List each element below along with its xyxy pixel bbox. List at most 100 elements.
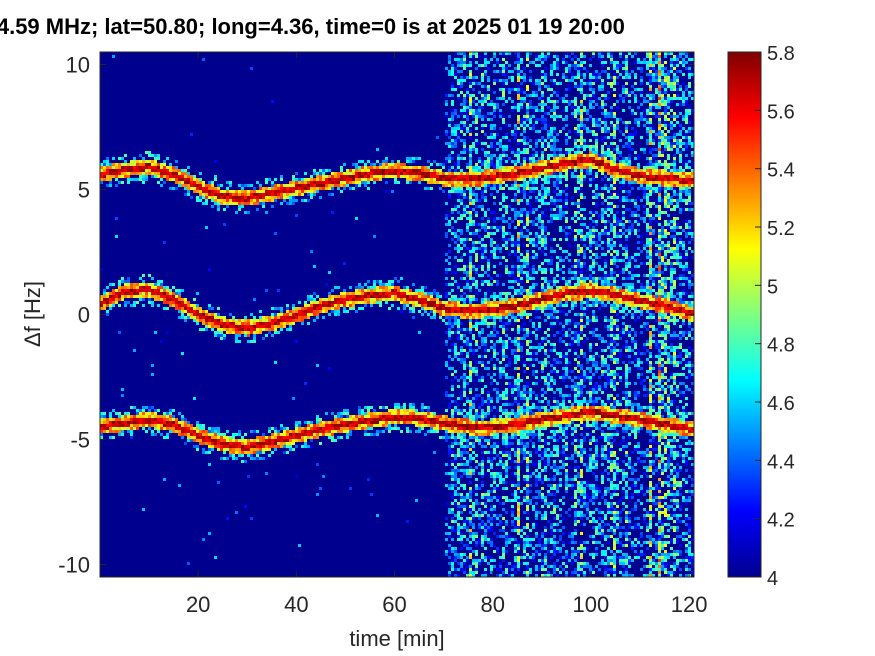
heatmap-cell (487, 541, 490, 544)
heatmap-cell (322, 181, 325, 184)
heatmap-cell (508, 304, 511, 307)
heatmap-cell (289, 319, 292, 322)
heatmap-cell (193, 433, 196, 436)
heatmap-cell (106, 295, 109, 298)
heatmap-cell (106, 304, 109, 307)
heatmap-cell (505, 496, 508, 499)
heatmap-cell (436, 169, 439, 172)
heatmap-cell (328, 193, 331, 196)
heatmap-cell (451, 331, 454, 334)
heatmap-cell (226, 442, 229, 445)
heatmap-cell (448, 349, 451, 352)
heatmap-cell (295, 178, 298, 181)
heatmap-cell (163, 166, 166, 169)
heatmap-cell (463, 328, 466, 331)
heatmap-cell (220, 199, 223, 202)
heatmap-cell (484, 568, 487, 571)
heatmap-cell (235, 190, 238, 193)
heatmap-cell (451, 271, 454, 274)
heatmap-cell (481, 475, 484, 478)
heatmap-cell (313, 430, 316, 433)
heatmap-cell (493, 226, 496, 229)
heatmap-cell (472, 283, 475, 286)
heatmap-cell (520, 316, 523, 319)
heatmap-cell (409, 418, 412, 421)
heatmap-cell (505, 340, 508, 343)
heatmap-cell (514, 265, 517, 268)
heatmap-cell (502, 304, 505, 307)
heatmap-cell (448, 550, 451, 553)
heatmap-cell (319, 430, 322, 433)
heatmap-cell (211, 442, 214, 445)
heatmap-cell (451, 238, 454, 241)
heatmap-cell (178, 175, 181, 178)
heatmap-cell (334, 172, 337, 175)
heatmap-cell (205, 436, 208, 439)
heatmap-cell (196, 433, 199, 436)
heatmap-cell (445, 142, 448, 145)
heatmap-cell (346, 301, 349, 304)
heatmap-cell (472, 265, 475, 268)
heatmap-cell (502, 403, 505, 406)
heatmap-cell (463, 367, 466, 370)
heatmap-cell (166, 433, 169, 436)
heatmap-cell (460, 451, 463, 454)
heatmap-cell (517, 529, 520, 532)
heatmap-cell (463, 190, 466, 193)
heatmap-cell (475, 430, 478, 433)
heatmap-cell (514, 421, 517, 424)
heatmap-cell (457, 250, 460, 253)
heatmap-cell (475, 343, 478, 346)
heatmap-cell (514, 301, 517, 304)
heatmap-cell (523, 142, 526, 145)
heatmap-cell (139, 277, 142, 280)
heatmap-cell (313, 436, 316, 439)
heatmap-cell (295, 445, 298, 448)
heatmap-cell (469, 61, 472, 64)
heatmap-cell (460, 352, 463, 355)
heatmap-cell (472, 190, 475, 193)
heatmap-cell (286, 316, 289, 319)
heatmap-cell (478, 184, 481, 187)
heatmap-cell (487, 361, 490, 364)
heatmap-cell (226, 181, 229, 184)
heatmap-cell (493, 169, 496, 172)
heatmap-cell (388, 430, 391, 433)
heatmap-cell (199, 187, 202, 190)
heatmap-cell (367, 418, 370, 421)
heatmap-cell (151, 373, 154, 376)
heatmap-cell (421, 295, 424, 298)
heatmap-cell (490, 505, 493, 508)
heatmap-cell (517, 490, 520, 493)
heatmap-cell (136, 418, 139, 421)
heatmap-cell (460, 445, 463, 448)
heatmap-cell (334, 301, 337, 304)
heatmap-cell (472, 193, 475, 196)
heatmap-cell (469, 568, 472, 571)
heatmap-cell (382, 172, 385, 175)
heatmap-cell (490, 421, 493, 424)
heatmap-cell (517, 190, 520, 193)
heatmap-cell (424, 418, 427, 421)
heatmap-cell (463, 364, 466, 367)
heatmap-cell (502, 331, 505, 334)
heatmap-cell (106, 286, 109, 289)
heatmap-cell (154, 418, 157, 421)
heatmap-cell (439, 313, 442, 316)
heatmap-cell (469, 433, 472, 436)
heatmap-cell (400, 166, 403, 169)
heatmap-cell (118, 166, 121, 169)
heatmap-cell (373, 415, 376, 418)
heatmap-cell (523, 172, 526, 175)
heatmap-cell (331, 424, 334, 427)
heatmap-cell (379, 418, 382, 421)
heatmap-cell (334, 427, 337, 430)
heatmap-cell (370, 412, 373, 415)
heatmap-cell (217, 442, 220, 445)
heatmap-cell (523, 148, 526, 151)
heatmap-cell (493, 328, 496, 331)
heatmap-cell (334, 439, 337, 442)
heatmap-cell (187, 172, 190, 175)
heatmap-cell (454, 295, 457, 298)
heatmap-cell (487, 367, 490, 370)
